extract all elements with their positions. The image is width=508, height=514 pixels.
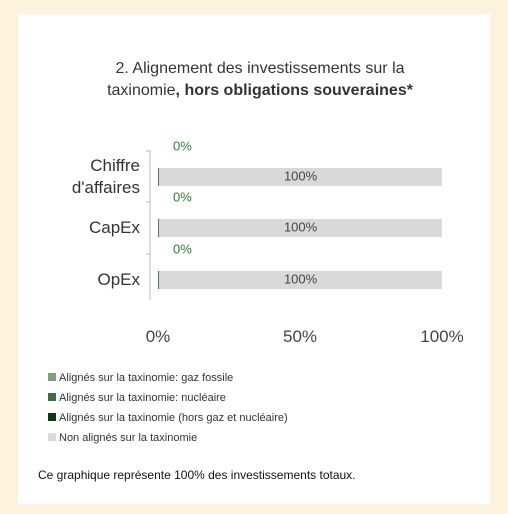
bar-segment <box>159 168 443 186</box>
x-tick-label: 100% <box>420 327 464 346</box>
legend-label: Alignés sur la taxinomie (hors gaz et nu… <box>59 412 288 424</box>
category-label: Chiffre d'affaires <box>71 156 140 197</box>
legend-swatch <box>48 373 56 381</box>
legend-label: Non alignés sur la taxinomie <box>59 432 198 444</box>
bar-segment <box>159 271 443 289</box>
bar-segment <box>158 168 160 186</box>
value-label: 100% <box>284 168 318 183</box>
legend-item: Alignés sur la taxinomie: gaz fossile <box>48 372 233 384</box>
category-label: OpEx <box>97 270 140 289</box>
x-tick-label: 50% <box>282 327 318 346</box>
bar-segment <box>158 271 160 289</box>
x-tick-label: 0% <box>145 327 171 346</box>
value-label: 0% <box>173 241 192 256</box>
legend-swatch <box>48 433 56 441</box>
title-bold: , hors obligations souveraines* <box>175 82 413 99</box>
legend-swatch <box>48 413 56 421</box>
legend-item: Alignés sur la taxinomie: nucléaire <box>48 392 226 404</box>
title-text: 2. Alignement des investissements sur la… <box>107 60 405 99</box>
category-label: CapEx <box>88 218 140 237</box>
legend-item: Non alignés sur la taxinomie <box>48 432 197 444</box>
footnote: Ce graphique représente 100% des investi… <box>38 468 356 482</box>
value-label: 0% <box>173 138 192 153</box>
panel <box>18 14 490 504</box>
chart-title: 2. Alignement des investissements sur la… <box>95 58 425 102</box>
legend-label: Alignés sur la taxinomie: gaz fossile <box>59 372 234 384</box>
bar-segment <box>159 219 443 237</box>
value-label: 0% <box>173 189 192 204</box>
legend-label: Alignés sur la taxinomie: nucléaire <box>59 392 226 404</box>
legend-item: Alignés sur la taxinomie (hors gaz et nu… <box>48 412 288 424</box>
legend-swatch <box>48 393 56 401</box>
bar-segment <box>158 219 160 237</box>
value-label: 100% <box>284 219 318 234</box>
value-label: 100% <box>284 271 318 286</box>
